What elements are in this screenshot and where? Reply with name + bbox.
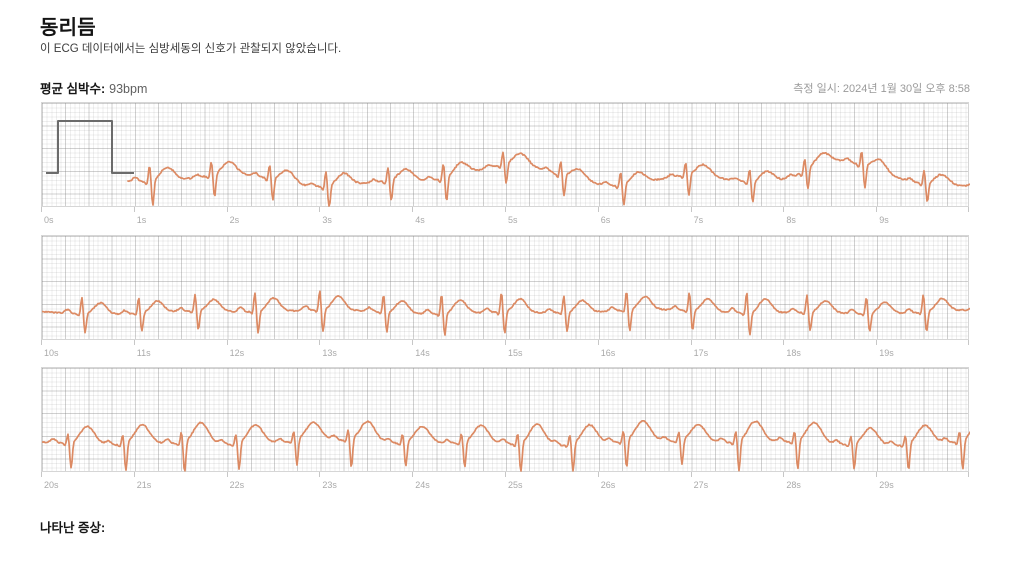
- measurement-timestamp: 측정 일시: 2024년 1월 30일 오후 8:58: [793, 83, 970, 95]
- ecg-strip-1: [41, 102, 970, 207]
- tick-mark: [412, 472, 413, 477]
- symptoms-label: 나타난 증상:: [40, 521, 106, 535]
- tick-label: 5s: [508, 215, 518, 225]
- tick-label: 11s: [136, 347, 151, 358]
- tick-label: 8s: [786, 215, 796, 225]
- tick-mark: [412, 339, 413, 345]
- ecg-strip-block-1: 0s 1s 2s 3s 4s 5s 6s 7s 8s 9s: [41, 102, 970, 234]
- tick-mark: [876, 207, 877, 212]
- tick-mark: [968, 207, 969, 212]
- tick-mark: [876, 339, 877, 345]
- tick-mark: [968, 472, 969, 477]
- ecg-trace-svg: [46, 120, 970, 207]
- tick-label: 9s: [879, 215, 889, 225]
- tick-mark: [134, 207, 135, 212]
- ecg-trace-svg: [42, 289, 970, 336]
- average-heart-rate-label: 평균 심박수:: [40, 82, 106, 96]
- result-description: 이 ECG 데이터에서는 심방세동의 신호가 관찰되지 않았습니다.: [40, 43, 342, 55]
- time-axis-3: 20s 21s 22s 23s 24s 25s 26s 27s 28s 29s: [41, 472, 969, 499]
- tick-label: 2s: [229, 215, 240, 225]
- tick-label: 20s: [44, 480, 59, 490]
- tick-mark: [598, 472, 599, 477]
- tick-mark: [41, 339, 42, 345]
- tick-mark: [41, 472, 42, 477]
- average-heart-rate: 평균 심박수: 93bpm: [40, 78, 147, 97]
- tick-mark: [691, 472, 692, 477]
- tick-label: 27s: [693, 480, 709, 490]
- tick-mark: [783, 339, 784, 345]
- tick-label: 15s: [508, 347, 523, 358]
- tick-mark: [319, 207, 320, 212]
- tick-label: 12s: [229, 347, 245, 358]
- calibration-pulse: [46, 120, 134, 174]
- tick-label: 1s: [136, 215, 147, 225]
- tick-mark: [41, 207, 42, 212]
- tick-mark: [227, 339, 228, 345]
- tick-label: 6s: [600, 215, 611, 225]
- tick-label: 10s: [44, 347, 59, 358]
- tick-label: 17s: [693, 347, 709, 358]
- ecg-strip-2: [41, 234, 970, 340]
- tick-label: 18s: [786, 347, 801, 358]
- tick-label: 0s: [44, 215, 54, 225]
- ecg-strip-block-2: 10s 11s 12s 13s 14s 15s 16s 17s 18s 19s: [41, 234, 970, 367]
- tick-label: 25s: [508, 480, 523, 490]
- tick-label: 14s: [415, 347, 430, 358]
- tick-label: 16s: [600, 347, 616, 358]
- tick-mark: [691, 207, 692, 212]
- tick-mark: [227, 207, 228, 212]
- tick-label: 24s: [415, 480, 430, 490]
- tick-label: 3s: [322, 215, 332, 225]
- tick-mark: [134, 472, 135, 477]
- time-axis-1: 0s 1s 2s 3s 4s 5s 6s 7s 8s 9s: [41, 207, 969, 234]
- tick-mark: [691, 339, 692, 345]
- tick-mark: [876, 472, 877, 477]
- tick-mark: [319, 472, 320, 477]
- tick-mark: [227, 472, 228, 477]
- tick-mark: [783, 472, 784, 477]
- ecg-strip-block-3: 20s 21s 22s 23s 24s 25s 26s 27s 28s 29s: [41, 367, 970, 499]
- tick-mark: [505, 207, 506, 212]
- tick-label: 4s: [415, 215, 425, 225]
- tick-label: 21s: [136, 480, 152, 490]
- tick-mark: [134, 339, 135, 345]
- tick-label: 22s: [229, 480, 245, 490]
- ecg-strip-3: [41, 367, 970, 472]
- tick-label: 23s: [322, 480, 337, 490]
- tick-mark: [598, 339, 599, 345]
- tick-mark: [505, 472, 506, 477]
- ecg-trace-svg: [42, 419, 970, 472]
- tick-label: 28s: [786, 480, 801, 490]
- tick-mark: [412, 207, 413, 212]
- tick-label: 26s: [600, 480, 616, 490]
- ecg-trace: [42, 289, 970, 336]
- average-heart-rate-value: 93bpm: [109, 82, 148, 96]
- tick-label: 13s: [322, 347, 337, 358]
- tick-label: 29s: [879, 480, 894, 490]
- tick-mark: [505, 339, 506, 345]
- tick-mark: [319, 339, 320, 345]
- tick-label: 19s: [879, 347, 894, 358]
- tick-mark: [968, 339, 969, 345]
- tick-mark: [598, 207, 599, 212]
- time-axis-2: 10s 11s 12s 13s 14s 15s 16s 17s 18s 19s: [41, 339, 969, 367]
- page-title: 동리듬: [40, 17, 96, 39]
- tick-mark: [783, 207, 784, 212]
- ecg-trace: [42, 419, 970, 472]
- ecg-trace: [127, 151, 970, 207]
- tick-label: 7s: [693, 215, 704, 225]
